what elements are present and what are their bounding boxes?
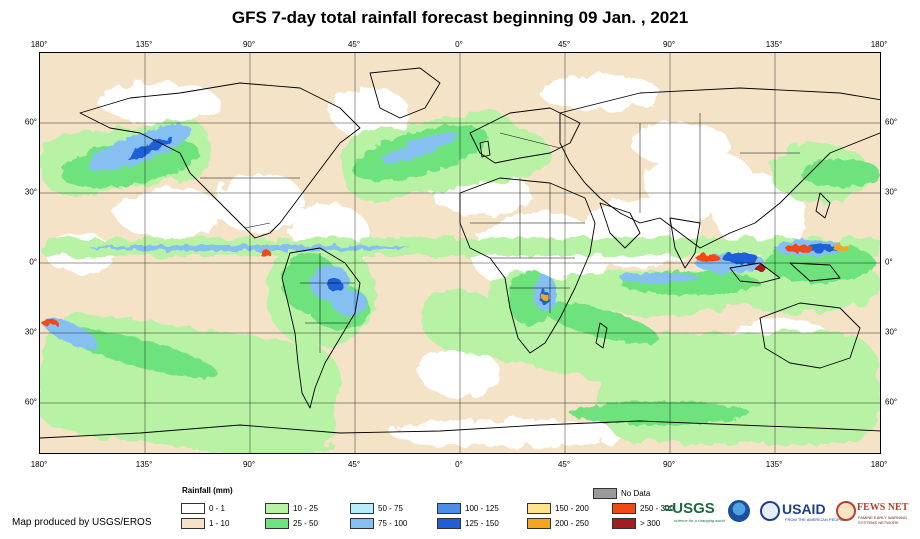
rain-125-150-areas (127, 136, 838, 305)
legend-swatch (350, 518, 374, 529)
usaid-tagline: FROM THE AMERICAN PEOPLE (785, 517, 845, 522)
lat-label-left: 30° (24, 327, 37, 337)
lon-label-top: 135° (765, 40, 783, 49)
legend-label: 150 - 200 (555, 504, 589, 513)
legend-item-no-data: No Data (593, 488, 650, 499)
legend-swatch (350, 503, 374, 514)
legend-item: 200 - 250 (527, 518, 589, 529)
legend-item: > 300 (612, 518, 660, 529)
lon-label-top: 135° (135, 40, 153, 49)
lon-label-top: 180° (30, 40, 48, 49)
lon-label-top: 90° (662, 40, 676, 49)
rain-250-300-areas (42, 244, 848, 327)
lon-label-top: 45° (557, 40, 571, 49)
legend-item: 25 - 50 (265, 518, 318, 529)
lon-label-bottom: 0° (455, 460, 463, 469)
legend-swatch (181, 503, 205, 514)
rainfall-map[interactable] (39, 52, 881, 454)
legend-item: 125 - 150 (437, 518, 499, 529)
usaid-seal-icon (760, 501, 780, 521)
lat-label-right: 30° (885, 187, 898, 197)
legend-swatch (181, 518, 205, 529)
lon-label-bottom: 135° (135, 460, 153, 469)
lat-label-left: 30° (24, 187, 37, 197)
legend-swatch (265, 518, 289, 529)
legend-item: 1 - 10 (181, 518, 229, 529)
lat-label-right: 60° (885, 397, 898, 407)
legend-label: 250 - 300 (640, 504, 674, 513)
legend-item: 250 - 300 (612, 503, 674, 514)
legend-label: 200 - 250 (555, 519, 589, 528)
lon-label-bottom: 45° (557, 460, 571, 469)
map-title: GFS 7-day total rainfall forecast beginn… (231, 8, 689, 27)
lon-label-bottom: 90° (242, 460, 256, 469)
noaa-logo-icon (728, 500, 750, 522)
lon-label-top: 45° (347, 40, 361, 49)
usgs-logo: ≈USGS (664, 500, 715, 517)
legend-swatch (437, 503, 461, 514)
legend-item: 75 - 100 (350, 518, 407, 529)
legend-label: 75 - 100 (378, 519, 408, 528)
legend-swatch (265, 503, 289, 514)
legend-item: 50 - 75 (350, 503, 403, 514)
legend-label: 100 - 125 (465, 504, 499, 513)
fews-seal-icon (836, 501, 856, 521)
lat-label-right: 0° (885, 257, 893, 267)
legend-swatch (612, 503, 636, 514)
fews-net-tagline: FAMINE EARLY WARNING SYSTEMS NETWORK (858, 515, 908, 525)
graticule (40, 53, 880, 453)
legend-swatch (527, 503, 551, 514)
lat-label-right: 30° (885, 327, 898, 337)
logos: ≈USGS science for a changing world USAID… (664, 498, 914, 528)
legend-item: 10 - 25 (265, 503, 318, 514)
legend-label: > 300 (640, 519, 661, 528)
lat-label-left: 60° (24, 117, 37, 127)
legend-swatch (593, 488, 617, 499)
legend-swatch (527, 518, 551, 529)
legend-swatch (437, 518, 461, 529)
legend-item: 0 - 1 (181, 503, 225, 514)
lat-label-left: 0° (29, 257, 37, 267)
legend-label: 50 - 75 (378, 504, 403, 513)
lon-label-bottom: 180° (870, 460, 888, 469)
lon-label-top: 0° (455, 40, 463, 49)
usgs-tagline: science for a changing world (674, 518, 725, 523)
lon-label-bottom: 90° (662, 460, 676, 469)
lon-label-top: 90° (242, 40, 256, 49)
legend-label: 10 - 25 (293, 504, 318, 513)
lon-label-bottom: 45° (347, 460, 361, 469)
usaid-logo: USAID (782, 501, 826, 517)
legend-swatch (612, 518, 636, 529)
rainfall-map-canvas (40, 53, 880, 453)
legend-title: Rainfall (mm) (182, 486, 233, 495)
lon-label-top: 180° (870, 40, 888, 49)
lon-label-bottom: 135° (765, 460, 783, 469)
legend-label: 125 - 150 (465, 519, 499, 528)
fews-net-logo: FEWS NET (857, 502, 909, 513)
country-borders (200, 113, 800, 353)
legend-label: No Data (621, 489, 651, 498)
lon-label-bottom: 180° (30, 460, 48, 469)
coastlines (40, 67, 880, 439)
lat-label-right: 60° (885, 117, 898, 127)
legend-item: 150 - 200 (527, 503, 589, 514)
legend-label: 0 - 1 (209, 504, 226, 513)
legend-label: 1 - 10 (209, 519, 230, 528)
lat-label-left: 60° (24, 397, 37, 407)
legend-item: 100 - 125 (437, 503, 499, 514)
legend-label: 25 - 50 (293, 519, 318, 528)
map-credit: Map produced by USGS/EROS (12, 517, 152, 528)
